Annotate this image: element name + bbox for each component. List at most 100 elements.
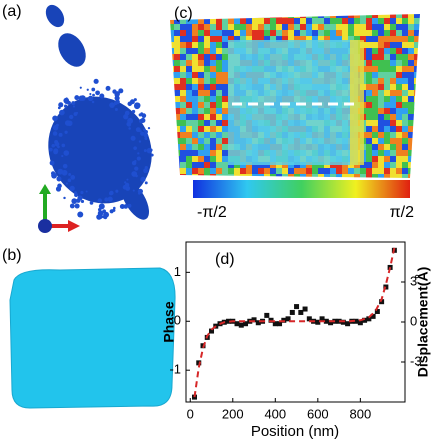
phase-pixel bbox=[384, 54, 390, 60]
phase-pixel bbox=[282, 14, 288, 18]
phase-pixel bbox=[330, 168, 336, 174]
phase-pixel bbox=[170, 96, 174, 102]
speckle bbox=[69, 114, 74, 120]
phase-pixel bbox=[330, 14, 336, 18]
phase-pixel bbox=[192, 126, 198, 132]
phase-pixel bbox=[372, 126, 378, 132]
speckle bbox=[85, 190, 88, 193]
speckle bbox=[54, 139, 59, 144]
phase-pixel bbox=[402, 48, 408, 54]
phase-pixel bbox=[180, 108, 186, 114]
phase-pixel bbox=[384, 72, 390, 78]
phase-pixel bbox=[204, 114, 210, 120]
phase-pixel bbox=[414, 138, 420, 144]
phase-pixel bbox=[170, 60, 174, 66]
phase-pixel bbox=[408, 42, 414, 48]
phase-pixel bbox=[216, 30, 222, 36]
phase-pixel bbox=[300, 18, 306, 24]
phase-pixel bbox=[170, 168, 174, 174]
phase-pixel bbox=[396, 54, 402, 60]
phase-pixel bbox=[192, 54, 198, 60]
speckle bbox=[105, 85, 111, 91]
phase-pixel bbox=[192, 78, 198, 84]
phase-pixel bbox=[378, 150, 384, 156]
phase-pixel bbox=[372, 30, 378, 36]
phase-pixel bbox=[408, 78, 414, 84]
phase-pixel bbox=[198, 90, 204, 96]
data-point bbox=[272, 321, 278, 327]
speckle bbox=[58, 102, 64, 108]
phase-pixel bbox=[420, 96, 426, 102]
speckle bbox=[63, 150, 70, 156]
phase-pixel bbox=[170, 72, 174, 78]
phase-pixel bbox=[390, 78, 396, 84]
phase-pixel bbox=[192, 150, 198, 156]
phase-pixel bbox=[372, 114, 378, 120]
speckle bbox=[144, 166, 148, 170]
phase-pixel bbox=[330, 36, 336, 42]
speckle bbox=[144, 136, 148, 141]
speckle bbox=[49, 160, 55, 166]
arrow-head bbox=[68, 220, 80, 232]
phase-pixel bbox=[198, 18, 204, 24]
phase-pixel bbox=[342, 168, 348, 174]
phase-pixel bbox=[378, 48, 384, 54]
phase-pixel bbox=[420, 72, 426, 78]
phase-pixel bbox=[366, 156, 372, 162]
phase-pixel bbox=[366, 24, 372, 30]
phase-pixel bbox=[402, 18, 408, 24]
phase-pixel bbox=[198, 114, 204, 120]
phase-pixel bbox=[210, 132, 216, 138]
phase-pixel bbox=[276, 24, 282, 30]
phase-pixel bbox=[420, 162, 426, 168]
phase-pixel bbox=[204, 132, 210, 138]
phase-pixel bbox=[216, 90, 222, 96]
phase-pixel bbox=[390, 42, 396, 48]
phase-pixel bbox=[174, 102, 180, 108]
speckle bbox=[109, 190, 114, 196]
phase-pixel bbox=[408, 156, 414, 162]
speckle bbox=[64, 101, 68, 105]
speckle bbox=[132, 189, 135, 192]
speckle bbox=[127, 203, 132, 208]
phase-pixel bbox=[222, 132, 228, 138]
phase-pixel bbox=[192, 174, 198, 178]
phase-pixel bbox=[264, 174, 270, 178]
phase-pixel bbox=[210, 126, 216, 132]
phase-pixel bbox=[210, 102, 216, 108]
speckle bbox=[91, 87, 96, 92]
speckle bbox=[110, 102, 114, 105]
phase-pixel bbox=[216, 84, 222, 90]
phase-pixel bbox=[342, 174, 348, 178]
phase-edge bbox=[350, 40, 364, 165]
x-axis-label: Position (nm) bbox=[251, 423, 339, 440]
phase-pixel bbox=[384, 48, 390, 54]
phase-pixel bbox=[282, 168, 288, 174]
phase-pixel bbox=[402, 84, 408, 90]
phase-pixel bbox=[420, 60, 426, 66]
data-point bbox=[196, 360, 202, 366]
phase-pixel bbox=[192, 14, 198, 18]
phase-pixel bbox=[384, 126, 390, 132]
phase-pixel bbox=[270, 24, 276, 30]
phase-pixel bbox=[396, 18, 402, 24]
phase-pixel bbox=[366, 36, 372, 42]
data-point bbox=[370, 313, 376, 319]
phase-pixel bbox=[222, 72, 228, 78]
phase-pixel bbox=[192, 48, 198, 54]
phase-pixel bbox=[222, 102, 228, 108]
phase-pixel bbox=[204, 54, 210, 60]
phase-pixel bbox=[210, 108, 216, 114]
phase-pixel bbox=[366, 84, 372, 90]
phase-pixel bbox=[366, 42, 372, 48]
speckle bbox=[69, 185, 75, 192]
y2-tick-label: -3 bbox=[410, 353, 422, 368]
phase-pixel bbox=[270, 168, 276, 174]
speckle bbox=[79, 86, 82, 89]
phase-pixel bbox=[170, 102, 174, 108]
data-point bbox=[294, 304, 300, 310]
phase-pixel bbox=[378, 24, 384, 30]
speckle bbox=[52, 131, 58, 136]
phase-pixel bbox=[420, 120, 426, 126]
phase-pixel bbox=[186, 48, 192, 54]
